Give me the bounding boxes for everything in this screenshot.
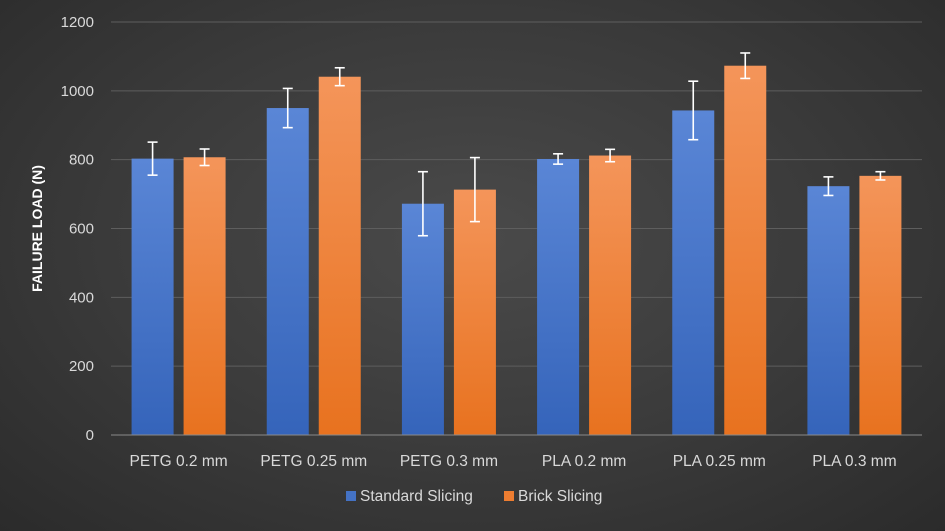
y-tick-label: 0	[86, 427, 94, 444]
y-tick-label: 1000	[61, 83, 94, 100]
legend-label: Brick Slicing	[518, 488, 602, 505]
y-axis-ticks: 0 200 400 600 800 1000 1200	[61, 14, 94, 444]
x-category-label: PLA 0.2 mm	[542, 453, 626, 470]
x-category-label: PLA 0.25 mm	[673, 453, 766, 470]
gridlines	[111, 21, 922, 367]
error-bars	[147, 52, 886, 237]
x-category-label: PETG 0.2 mm	[129, 453, 227, 470]
bar-brick-slicing	[724, 65, 767, 435]
y-axis-label: FAILURE LOAD (N)	[29, 165, 45, 292]
error-bar	[282, 87, 293, 129]
bar-standard-slicing	[537, 158, 580, 435]
error-bar	[688, 80, 699, 141]
error-bar	[199, 148, 210, 167]
legend-item-standard-slicing: Standard Slicing	[346, 488, 473, 505]
y-tick-label: 200	[69, 358, 94, 375]
x-category-label: PETG 0.3 mm	[400, 453, 498, 470]
bar-brick-slicing	[318, 76, 361, 435]
bar-standard-slicing	[672, 110, 715, 435]
bar-standard-slicing	[401, 203, 444, 435]
legend: Standard Slicing Brick Slicing	[346, 488, 602, 505]
y-tick-label: 400	[69, 289, 94, 306]
error-bar	[823, 176, 834, 197]
bars	[131, 65, 902, 436]
bar-standard-slicing	[807, 186, 850, 435]
x-category-label: PLA 0.3 mm	[812, 453, 896, 470]
x-category-label: PETG 0.25 mm	[260, 453, 367, 470]
error-bar	[417, 170, 428, 237]
bar-brick-slicing	[589, 155, 632, 435]
legend-swatch	[346, 491, 356, 501]
bar-brick-slicing	[183, 157, 226, 435]
legend-swatch	[504, 491, 514, 501]
y-tick-label: 1200	[61, 14, 94, 31]
error-bar	[605, 148, 616, 163]
y-tick-label: 600	[69, 221, 94, 238]
error-bar	[147, 141, 158, 176]
error-bar	[740, 52, 751, 80]
y-tick-label: 800	[69, 152, 94, 169]
error-bar	[334, 66, 345, 87]
x-axis-categories: PETG 0.2 mm PETG 0.25 mm PETG 0.3 mm PLA 0.…	[129, 453, 896, 470]
legend-item-brick-slicing: Brick Slicing	[504, 488, 602, 505]
bar-standard-slicing	[266, 108, 309, 436]
error-bar	[875, 170, 886, 181]
legend-label: Standard Slicing	[360, 488, 473, 505]
bar-brick-slicing	[453, 189, 496, 435]
bar-standard-slicing	[131, 158, 174, 436]
error-bar	[469, 156, 480, 223]
bar-brick-slicing	[859, 175, 902, 435]
error-bar	[553, 153, 564, 165]
